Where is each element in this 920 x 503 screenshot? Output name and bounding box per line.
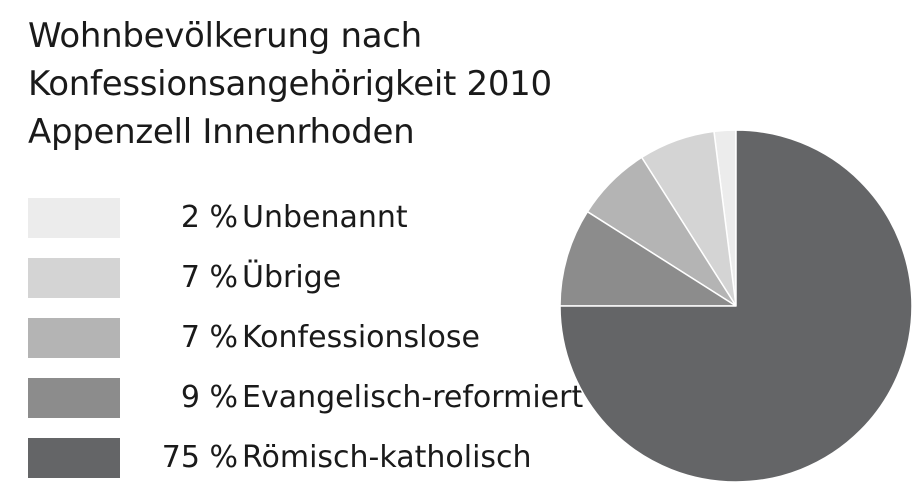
chart-title-line-2: Konfessionsangehörigkeit 2010 <box>28 64 552 104</box>
legend-label-konfessionslose: Konfessionslose <box>242 320 480 355</box>
legend-swatch-uebrige <box>28 258 120 298</box>
legend-percent-unbenannt: 2 % <box>180 200 238 235</box>
legend-label-uebrige: Übrige <box>242 260 342 295</box>
legend-label-evangelisch-reformiert: Evangelisch-reformiert <box>242 380 584 415</box>
legend-swatch-roemisch-katholisch <box>28 438 120 478</box>
chart-title: Wohnbevölkerung nach Konfessionsangehöri… <box>28 12 552 156</box>
pie-slice-evangelisch-reformiert <box>559 210 737 307</box>
legend-percent-roemisch-katholisch: 75 % <box>161 440 238 475</box>
chart-title-line-3: Appenzell Innenrhoden <box>28 112 415 152</box>
pie-chart <box>559 129 913 483</box>
legend-percent-evangelisch-reformiert: 9 % <box>180 380 238 415</box>
legend-label-roemisch-katholisch: Römisch-katholisch <box>242 440 532 475</box>
pie-slice-roemisch-katholisch <box>559 129 913 483</box>
legend-swatch-unbenannt <box>28 198 120 238</box>
chart-title-line-1: Wohnbevölkerung nach <box>28 16 422 56</box>
legend-swatch-evangelisch-reformiert <box>28 378 120 418</box>
legend-swatch-konfessionslose <box>28 318 120 358</box>
legend-percent-uebrige: 7 % <box>180 260 238 295</box>
legend-label-unbenannt: Unbenannt <box>242 200 408 235</box>
legend-percent-konfessionslose: 7 % <box>180 320 238 355</box>
